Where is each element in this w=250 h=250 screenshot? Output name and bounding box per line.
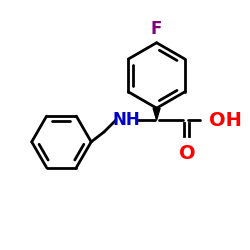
- Text: O: O: [179, 144, 196, 163]
- Polygon shape: [153, 108, 160, 120]
- Text: F: F: [151, 20, 162, 38]
- Text: NH: NH: [113, 111, 141, 129]
- Text: OH: OH: [209, 110, 242, 130]
